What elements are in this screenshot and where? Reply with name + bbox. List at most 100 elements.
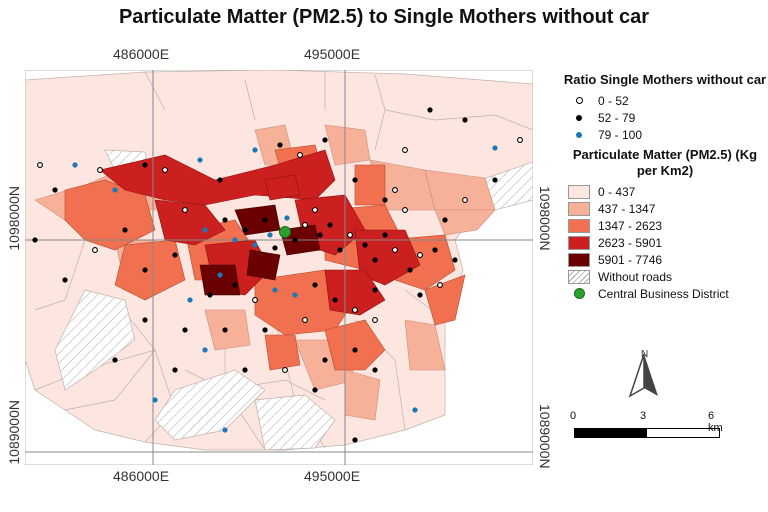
- ratio-point: [72, 162, 78, 168]
- ratio-point: [252, 297, 258, 303]
- ratio-point: [182, 327, 188, 333]
- ratio-point: [272, 245, 278, 251]
- ratio-point: [322, 137, 328, 143]
- ratio-point: [312, 282, 318, 288]
- coord-top-left: 486000E: [113, 46, 170, 62]
- ratio-point: [262, 327, 268, 333]
- blue-dot-icon: [576, 131, 582, 138]
- legend-pm-item-4: 2623 - 5901: [568, 234, 768, 251]
- ratio-point: [182, 207, 188, 213]
- swatch-icon: [568, 184, 590, 199]
- legend-pm-title: Particulate Matter (PM2.5) (Kg per Km2): [572, 147, 758, 178]
- ratio-point: [312, 207, 318, 213]
- ratio-point: [297, 152, 303, 158]
- legend-ratio-item-1: 0 - 52: [568, 92, 768, 109]
- hollow-dot-icon: [575, 97, 583, 104]
- ratio-point: [402, 207, 408, 213]
- legend-without-roads: Without roads: [568, 268, 768, 285]
- scale-label-3: 3: [640, 410, 647, 422]
- ratio-point: [222, 427, 228, 433]
- ratio-point: [437, 282, 443, 288]
- legend-pm-item-3: 1347 - 2623: [568, 217, 768, 234]
- ratio-point: [352, 307, 358, 313]
- ratio-point: [252, 242, 258, 248]
- ratio-point: [202, 227, 208, 233]
- ratio-point: [462, 197, 468, 203]
- ratio-point: [222, 327, 228, 333]
- legend-label: 2623 - 5901: [598, 235, 663, 250]
- ratio-point: [392, 247, 398, 253]
- ratio-point: [417, 252, 423, 258]
- legend-ratio-item-3: 79 - 100: [568, 126, 768, 143]
- ratio-point: [37, 162, 43, 168]
- ratio-point: [152, 397, 158, 403]
- ratio-point: [232, 237, 238, 243]
- legend-label: 79 - 100: [598, 127, 643, 142]
- ratio-point: [392, 187, 398, 193]
- hatch-swatch-icon: [568, 269, 590, 284]
- ratio-point: [172, 367, 178, 373]
- legend-label: Without roads: [598, 269, 673, 284]
- ratio-point: [317, 232, 323, 238]
- ratio-point: [277, 142, 283, 148]
- ratio-point: [372, 317, 378, 323]
- swatch-icon: [568, 235, 590, 250]
- ratio-point: [142, 162, 148, 168]
- ratio-point: [207, 292, 213, 298]
- ratio-point: [122, 227, 128, 233]
- ratio-point: [302, 317, 308, 323]
- ratio-point: [202, 347, 208, 353]
- legend-ratio-title: Ratio Single Mothers without car: [563, 72, 767, 87]
- ratio-point: [97, 167, 103, 173]
- ratio-point: [362, 242, 368, 248]
- ratio-point: [462, 117, 468, 123]
- legend-label: Central Business District: [598, 286, 729, 301]
- map-title: Particulate Matter (PM2.5) to Single Mot…: [118, 6, 650, 28]
- ratio-point: [242, 367, 248, 373]
- ratio-point: [262, 217, 268, 223]
- swatch-icon: [568, 252, 590, 267]
- cbd-point: [279, 226, 291, 238]
- ratio-point: [312, 387, 318, 393]
- green-dot-icon: [573, 288, 585, 299]
- ratio-point: [322, 357, 328, 363]
- ratio-point: [417, 292, 423, 298]
- ratio-point: [172, 252, 178, 258]
- ratio-point: [52, 187, 58, 193]
- ratio-point: [142, 317, 148, 323]
- swatch-icon: [568, 218, 590, 233]
- legend-label: 52 - 79: [598, 110, 636, 125]
- ratio-point: [252, 147, 258, 153]
- ratio-point: [222, 217, 228, 223]
- legend-cbd: Central Business District: [568, 285, 768, 302]
- coord-right-upper: 1098000N: [537, 186, 553, 251]
- ratio-point: [197, 157, 203, 163]
- ratio-point: [332, 297, 338, 303]
- ratio-point: [302, 222, 308, 228]
- ratio-point: [452, 257, 458, 263]
- coord-bottom-right: 495000E: [304, 468, 361, 484]
- coord-right-lower: 1089000N: [537, 404, 553, 469]
- legend-label: 0 - 52: [598, 93, 629, 108]
- ratio-point: [427, 107, 433, 113]
- ratio-points: [32, 107, 523, 443]
- ratio-point: [162, 167, 168, 173]
- ratio-point: [282, 367, 288, 373]
- ratio-point: [347, 232, 353, 238]
- ratio-point: [337, 247, 343, 253]
- swatch-icon: [568, 201, 590, 216]
- coord-bottom-left: 486000E: [113, 468, 170, 484]
- ratio-point: [92, 247, 98, 253]
- ratio-point: [372, 287, 378, 293]
- north-label: N: [641, 349, 649, 360]
- ratio-point: [517, 137, 523, 143]
- ratio-point: [217, 272, 223, 278]
- ratio-point: [442, 217, 448, 223]
- legend-label: 437 - 1347: [598, 201, 656, 216]
- ratio-point: [352, 437, 358, 443]
- north-arrow-icon: [628, 353, 658, 398]
- map-canvas[interactable]: [25, 70, 533, 465]
- legend-ratio-item-2: 52 - 79: [568, 109, 768, 126]
- ratio-point: [412, 407, 418, 413]
- legend-label: 0 - 437: [598, 184, 636, 199]
